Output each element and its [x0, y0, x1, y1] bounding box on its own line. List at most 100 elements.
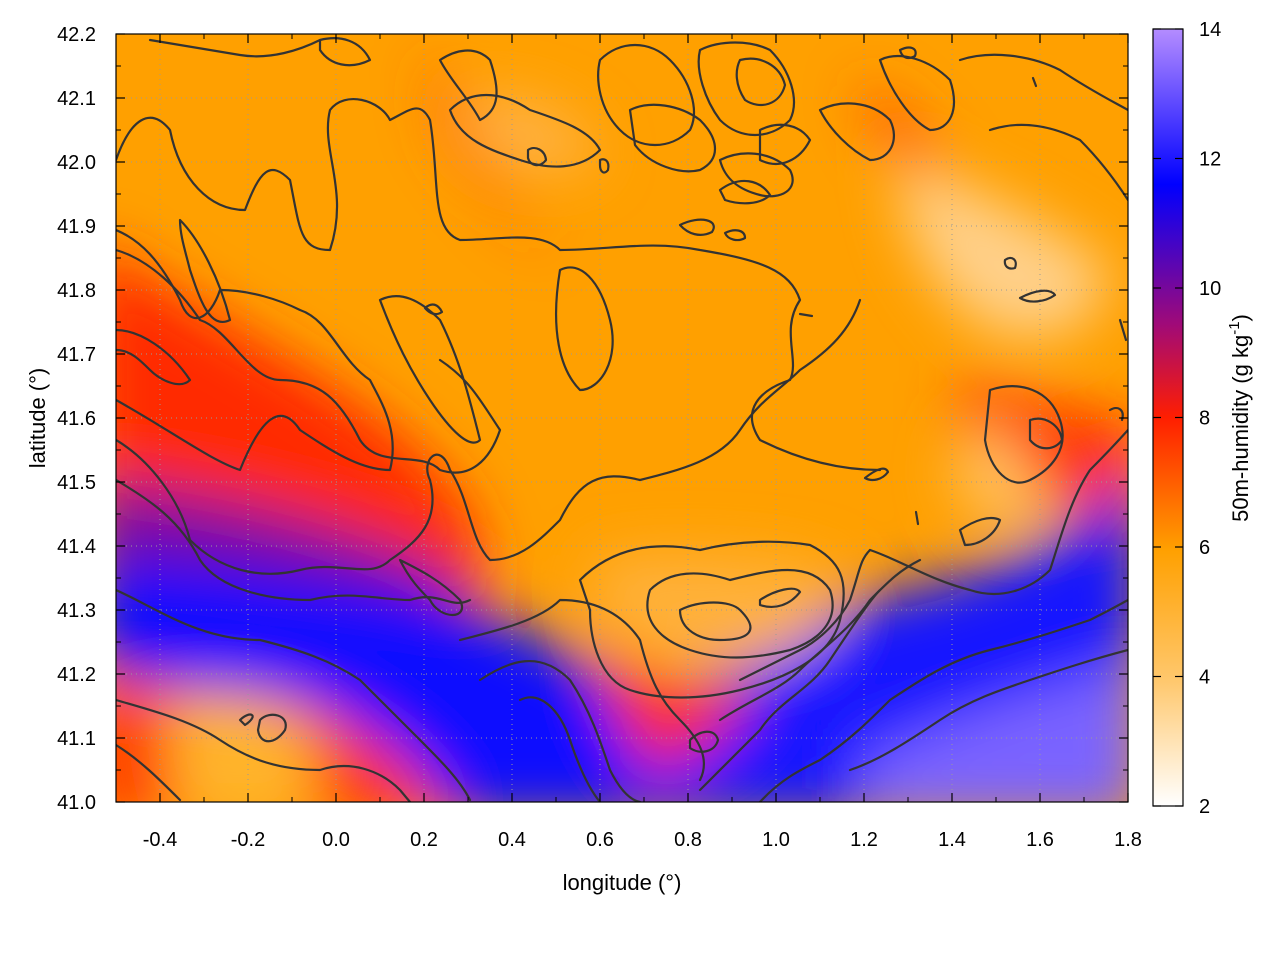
contour-line: [438, 49, 498, 122]
field-east-dry: [950, 420, 1042, 527]
colorbar-ticks: 2 4 6 8 10 12 14: [1153, 19, 1221, 818]
y-tick-label: 42.2: [57, 24, 96, 46]
contour-line: [458, 598, 705, 782]
contour-line: [1031, 76, 1038, 88]
contour-line: [378, 295, 482, 444]
field-blue-core: [116, 560, 646, 802]
colorbar-tick-label: 2: [1199, 796, 1210, 818]
contour-line: [914, 510, 920, 526]
contour-line: [318, 37, 372, 67]
field-central-dry: [590, 553, 837, 664]
contour-line: [116, 478, 472, 604]
colorbar-tick-label: 12: [1199, 149, 1221, 171]
y-tick-label: 41.2: [57, 664, 96, 686]
y-tick-label: 42.1: [57, 88, 96, 110]
contour-line: [738, 548, 872, 682]
contour-line: [518, 696, 602, 802]
contour-line: [554, 266, 614, 392]
x-tick-label: 0.8: [674, 829, 702, 851]
field-north-dry: [460, 97, 600, 171]
grid-lines: [116, 34, 1128, 802]
contour-line: [758, 587, 802, 609]
colorbar-tick-label: 10: [1199, 278, 1221, 300]
field-southwest-dry: [165, 696, 319, 802]
contour-line: [116, 743, 182, 802]
terrain-contours: [116, 37, 1128, 802]
contour-line: [863, 467, 890, 482]
colorbar-tick-label: 14: [1199, 19, 1221, 41]
contour-line: [116, 328, 192, 386]
contour-line: [735, 57, 787, 107]
contour-line: [598, 158, 610, 174]
contour-line: [178, 218, 232, 323]
contour-line: [116, 248, 502, 474]
y-tick-label: 41.3: [57, 600, 96, 622]
contour-line: [678, 601, 752, 642]
x-tick-label: 1.2: [850, 829, 878, 851]
colorbar-title-superscript: -1: [1226, 321, 1243, 334]
contour-line: [898, 46, 917, 60]
contour-line: [718, 152, 794, 198]
contour-line: [718, 558, 922, 722]
contour-line: [116, 228, 394, 472]
contour-line: [423, 303, 444, 316]
contour-line: [688, 730, 720, 753]
colorbar-title-end: ): [1228, 314, 1253, 321]
contour-line: [646, 569, 834, 659]
field-east-red: [860, 80, 950, 180]
contour-line: [988, 123, 1128, 202]
y-tick-label: 41.7: [57, 344, 96, 366]
y-tick-label: 41.5: [57, 472, 96, 494]
y-tick-label: 41.8: [57, 280, 96, 302]
field-mid-red: [960, 380, 1128, 520]
colorbar-tick-label: 4: [1199, 667, 1210, 689]
contour-line: [848, 648, 1128, 772]
contour-line: [526, 146, 548, 167]
x-tick-label: 0.2: [410, 829, 438, 851]
contour-line: [256, 713, 287, 743]
contour-line: [597, 43, 695, 147]
contour-line: [798, 312, 814, 318]
x-tick-label: 1.4: [938, 829, 966, 851]
x-tick-label: 0.6: [586, 829, 614, 851]
colorbar-tick-label: 6: [1199, 537, 1210, 559]
colorbar-title-main: 50m-humidity (g kg: [1228, 335, 1253, 522]
contour-line: [116, 588, 472, 802]
y-tick-label: 41.1: [57, 728, 96, 750]
contour-line: [628, 103, 716, 173]
contour-line: [448, 93, 602, 168]
field-southeast-violet: [860, 663, 1128, 802]
x-tick-label: -0.2: [231, 829, 265, 851]
field-south-red-coast: [600, 640, 760, 770]
x-tick-label: 1.6: [1026, 829, 1054, 851]
contour-line: [758, 598, 1128, 802]
contour-line: [818, 102, 895, 162]
contour-line: [116, 698, 412, 802]
contour-line: [983, 385, 1064, 484]
contour-line: [116, 298, 862, 575]
contour-line: [698, 588, 882, 792]
x-axis-title: longitude (°): [563, 870, 682, 895]
contour-line: [398, 558, 464, 616]
contour-line: [578, 540, 845, 699]
contour-line: [1028, 417, 1064, 450]
y-axis-title: latitude (°): [25, 368, 50, 469]
colorbar: 2 4 6 8 10 12 14 50m-humidity (g kg-1): [1152, 19, 1253, 818]
contour-line: [148, 38, 322, 58]
contour-line: [678, 218, 715, 236]
x-axis: -0.4 -0.2 0.0 0.2 0.4 0.6 0.8 1.0 1.2 1.4 1.6 1.8: [115, 34, 1142, 851]
x-tick-label: -0.4: [143, 829, 177, 851]
contour-line: [878, 55, 955, 132]
y-tick-label: 41.4: [57, 536, 96, 558]
contour-line: [1118, 318, 1128, 342]
contour-line: [238, 713, 254, 727]
contour-line: [718, 179, 772, 205]
contour-line: [958, 53, 1128, 112]
y-tick-label: 41.0: [57, 792, 96, 814]
x-tick-label: 1.8: [1114, 829, 1142, 851]
contour-line: [1018, 289, 1057, 303]
contour-line: [1003, 256, 1017, 270]
y-tick-label: 41.9: [57, 216, 96, 238]
x-tick-label: 0.0: [322, 829, 350, 851]
